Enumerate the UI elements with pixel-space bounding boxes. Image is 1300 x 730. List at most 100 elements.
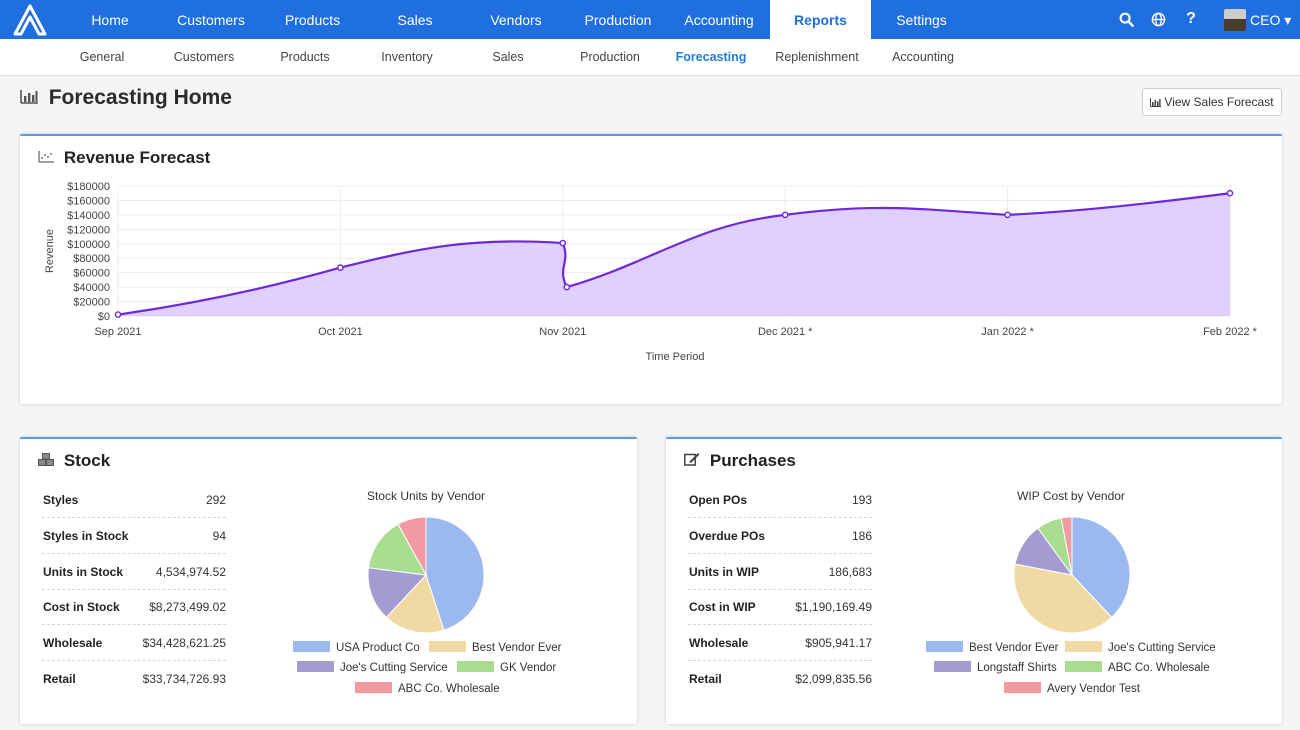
revenue-area-fill xyxy=(118,193,1230,316)
search-icon[interactable] xyxy=(1116,9,1136,29)
stat-row: Open POs 193 xyxy=(688,482,872,518)
stat-row: Retail $33,734,726.93 xyxy=(42,661,226,697)
stat-label: Wholesale xyxy=(689,636,749,650)
tab-replenishment[interactable]: Replenishment xyxy=(775,50,859,64)
cubes-icon xyxy=(38,453,58,469)
stock-pie-title: Stock Units by Vendor xyxy=(366,489,486,503)
nav-settings[interactable]: Settings xyxy=(896,12,947,28)
x-axis-label: Time Period xyxy=(646,351,705,363)
pie-slice[interactable] xyxy=(425,516,485,631)
wip-pie-title: WIP Cost by Vendor xyxy=(1017,489,1125,503)
page-title: Forecasting Home xyxy=(20,86,232,110)
y-axis-label: Revenue xyxy=(44,229,56,273)
tab-customers[interactable]: Customers xyxy=(173,50,235,64)
nav-reports[interactable]: Reports xyxy=(770,0,871,39)
pie-slice[interactable] xyxy=(1060,516,1073,576)
legend-item[interactable]: GK Vendor xyxy=(457,661,556,675)
purchases-card: Purchases Open POs 193 Overdue POs 186 U… xyxy=(666,437,1282,724)
purchases-title: Purchases xyxy=(684,451,796,471)
stat-value: $905,941.17 xyxy=(805,636,872,650)
stat-value: 94 xyxy=(212,529,226,543)
legend-item[interactable]: ABC Co. Wholesale xyxy=(1065,661,1210,675)
pie-slice[interactable] xyxy=(1071,516,1131,618)
y-tick-label: $120000 xyxy=(67,224,110,236)
stat-label: Overdue POs xyxy=(689,529,766,543)
pie-slice[interactable] xyxy=(1013,563,1113,634)
stat-value: 186,683 xyxy=(828,565,872,579)
legend-item[interactable]: Joe's Cutting Service xyxy=(297,661,448,675)
nav-accounting[interactable]: Accounting xyxy=(684,12,754,28)
nav-production[interactable]: Production xyxy=(584,12,652,28)
page-title-text: Forecasting Home xyxy=(48,86,232,109)
stat-row: Cost in WIP $1,190,169.49 xyxy=(688,589,872,625)
tab-sales[interactable]: Sales xyxy=(492,50,524,64)
data-point[interactable] xyxy=(114,311,122,318)
stat-value: $2,099,835.56 xyxy=(795,672,872,686)
top-nav: Home Customers Products Sales Vendors Pr… xyxy=(0,0,1300,39)
data-point[interactable] xyxy=(781,211,789,219)
tab-inventory[interactable]: Inventory xyxy=(381,50,433,64)
stat-label: Styles in Stock xyxy=(43,529,129,543)
nav-sales[interactable]: Sales xyxy=(397,12,433,28)
pie-slice[interactable] xyxy=(385,574,445,634)
tab-production[interactable]: Production xyxy=(580,50,640,64)
globe-icon[interactable] xyxy=(1148,9,1168,29)
legend-item[interactable]: Best Vendor Ever xyxy=(429,641,562,655)
stat-label: Units in WIP xyxy=(689,565,759,579)
stat-row: Units in WIP 186,683 xyxy=(688,554,872,590)
view-sales-forecast-label: View Sales Forecast xyxy=(1164,95,1274,109)
legend-item[interactable]: USA Product Co xyxy=(293,641,420,655)
y-tick-label: $180000 xyxy=(67,181,110,193)
y-tick-label: $160000 xyxy=(67,195,110,207)
edit-icon xyxy=(684,453,704,469)
stat-label: Retail xyxy=(43,672,76,686)
sub-nav: General Customers Products Inventory Sal… xyxy=(0,39,1300,76)
help-icon[interactable]: ? xyxy=(1186,10,1196,27)
nav-customers[interactable]: Customers xyxy=(177,12,245,28)
bar-chart-icon xyxy=(20,89,43,108)
nav-vendors[interactable]: Vendors xyxy=(490,12,542,28)
stat-row: Retail $2,099,835.56 xyxy=(688,661,872,697)
legend-item[interactable]: Longstaff Shirts xyxy=(934,661,1057,675)
stat-value: $34,428,621.25 xyxy=(142,636,226,650)
stat-value: $8,273,499.02 xyxy=(149,600,226,614)
stat-value: $1,190,169.49 xyxy=(795,600,872,614)
pie-slice[interactable] xyxy=(367,567,428,618)
stat-row: Styles in Stock 94 xyxy=(42,518,226,554)
legend-item[interactable]: Avery Vendor Test xyxy=(1004,682,1140,696)
legend-item[interactable]: Joe's Cutting Service xyxy=(1065,641,1216,655)
tab-forecasting[interactable]: Forecasting xyxy=(675,50,747,64)
app-logo-icon[interactable] xyxy=(12,4,48,36)
data-point[interactable] xyxy=(1226,189,1234,197)
data-point[interactable] xyxy=(563,283,571,291)
nav-products[interactable]: Products xyxy=(284,12,341,28)
stat-value: 186 xyxy=(851,529,872,543)
stat-row: Overdue POs 186 xyxy=(688,518,872,554)
x-tick-label: Oct 2021 xyxy=(318,326,363,338)
revenue-forecast-chart: $0 $20000 $40000 $60000 $80000 $100000 $120000… xyxy=(44,181,1258,363)
legend-item[interactable]: ABC Co. Wholesale xyxy=(355,682,500,696)
legend-item[interactable]: Best Vendor Ever xyxy=(926,641,1059,655)
nav-home[interactable]: Home xyxy=(91,12,129,28)
pie-slice[interactable] xyxy=(367,523,427,576)
x-tick-label: Jan 2022 * xyxy=(981,326,1034,338)
tab-products[interactable]: Products xyxy=(280,50,330,64)
stat-row: Units in Stock 4,534,974.52 xyxy=(42,554,226,590)
tab-general[interactable]: General xyxy=(79,50,125,64)
data-point[interactable] xyxy=(559,239,567,247)
stat-value: 193 xyxy=(851,493,872,507)
x-tick-label: Nov 2021 xyxy=(539,326,586,338)
stat-label: Units in Stock xyxy=(43,565,124,579)
stock-card: Stock Styles 292 Styles in Stock 94 Unit… xyxy=(20,437,637,724)
data-point[interactable] xyxy=(337,264,344,271)
pie-slice[interactable] xyxy=(397,516,427,576)
user-menu[interactable]: CEO ▾ xyxy=(1250,12,1292,28)
data-point[interactable] xyxy=(1004,211,1011,219)
stat-label: Open POs xyxy=(689,493,748,507)
avatar[interactable] xyxy=(1224,9,1246,31)
tab-accounting[interactable]: Accounting xyxy=(892,50,954,64)
stat-value: $33,734,726.93 xyxy=(142,672,226,686)
purchases-title-text: Purchases xyxy=(709,451,796,470)
stat-label: Cost in WIP xyxy=(689,600,756,614)
view-sales-forecast-button[interactable]: View Sales Forecast xyxy=(1142,88,1282,116)
